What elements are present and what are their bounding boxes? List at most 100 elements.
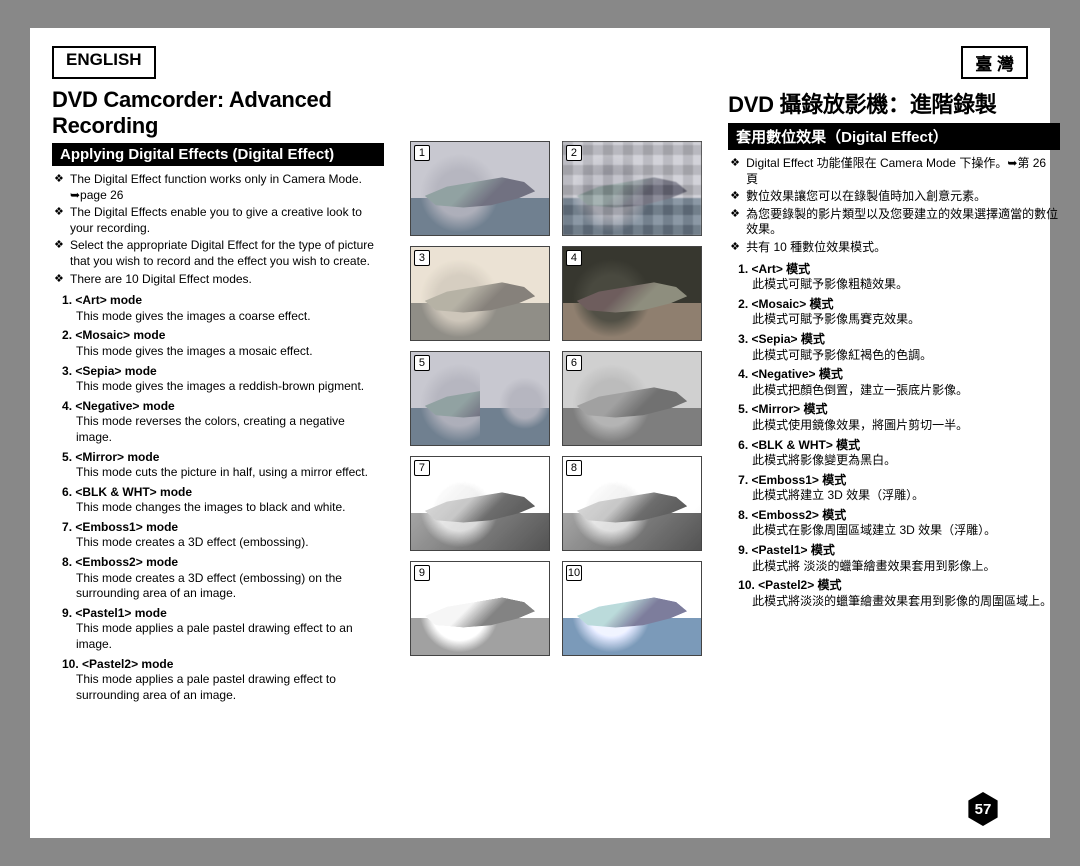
mode-description: This mode creates a 3D effect (embossing…	[62, 571, 384, 602]
mode-description: 此模式將 淡淡的蠟筆繪畫效果套用到影像上。	[738, 559, 1060, 575]
mode-description: This mode creates a 3D effect (embossing…	[62, 535, 384, 551]
dolphin-image	[563, 142, 701, 235]
mode-title: <Emboss2> 模式	[738, 508, 846, 522]
mode-description: This mode applies a pale pastel drawing …	[62, 672, 384, 703]
mode-item: <Art> 模式此模式可賦予影像粗糙效果。	[738, 262, 1060, 293]
lang-english-box: ENGLISH	[52, 46, 156, 79]
mode-description: This mode applies a pale pastel drawing …	[62, 621, 384, 652]
bullet-item: 共有 10 種數位效果模式。	[728, 240, 1060, 256]
mode-title: <Pastel2> mode	[62, 657, 173, 671]
mode-item: <BLK & WHT> modeThis mode changes the im…	[62, 485, 384, 516]
left-section-bar: Applying Digital Effects (Digital Effect…	[52, 143, 384, 166]
mode-item: <Negative> 模式此模式把顏色倒置，建立一張底片影像。	[738, 367, 1060, 398]
left-modes-list: <Art> mode This mode gives the images a c…	[52, 293, 384, 703]
thumbnail-number: 1	[414, 145, 430, 161]
mode-item: <Art> mode This mode gives the images a c…	[62, 293, 384, 324]
dolphin-image	[411, 562, 549, 655]
mode-title: <Mirror> mode	[62, 450, 159, 464]
mode-title: <Art> mode	[62, 293, 142, 307]
mode-item: <Emboss1> 模式此模式將建立 3D 效果（浮雕）。	[738, 473, 1060, 504]
left-bullets: The Digital Effect function works only i…	[52, 172, 384, 287]
bullet-item: There are 10 Digital Effect modes.	[52, 272, 384, 288]
thumbnail-number: 4	[566, 250, 582, 266]
dolphin-image	[563, 352, 701, 445]
thumbnail-number: 5	[414, 355, 430, 371]
bullet-item: 為您要錄製的影片類型以及您要建立的效果選擇適當的數位效果。	[728, 207, 1060, 238]
effect-thumbnail: 8	[562, 456, 702, 551]
dolphin-image	[411, 457, 549, 550]
bullet-item: Select the appropriate Digital Effect fo…	[52, 238, 384, 269]
effect-thumbnail: 1	[410, 141, 550, 236]
bullet-item: 數位效果讓您可以在錄製值時加入創意元素。	[728, 189, 1060, 205]
dolphin-image	[563, 562, 701, 655]
thumbnail-column: 1 2 3 4 5 6 78 9 10	[400, 81, 712, 707]
mode-description: 此模式在影像周圍區域建立 3D 效果（浮雕）。	[738, 523, 1060, 539]
bullet-item: The Digital Effects enable you to give a…	[52, 205, 384, 236]
thumbnail-number: 8	[566, 460, 582, 476]
mode-title: <BLK & WHT> mode	[62, 485, 192, 499]
mode-description: 此模式將淡淡的蠟筆繪畫效果套用到影像的周圍區域上。	[738, 594, 1060, 610]
mode-description: This mode reverses the colors, creating …	[62, 414, 384, 445]
mode-item: <Pastel2> 模式此模式將淡淡的蠟筆繪畫效果套用到影像的周圍區域上。	[738, 578, 1060, 609]
mode-item: <Pastel1> modeThis mode applies a pale p…	[62, 606, 384, 653]
right-section-bar: 套用數位效果（Digital Effect）	[728, 123, 1060, 150]
effect-thumbnail: 3	[410, 246, 550, 341]
effect-thumbnail: 6	[562, 351, 702, 446]
mode-item: <Mosaic> 模式此模式可賦予影像馬賽克效果。	[738, 297, 1060, 328]
mode-title: <Emboss1> mode	[62, 520, 178, 534]
mode-item: <Emboss1> modeThis mode creates a 3D eff…	[62, 520, 384, 551]
mode-title: <Art> 模式	[738, 262, 810, 276]
right-modes-list: <Art> 模式此模式可賦予影像粗糙效果。 <Mosaic> 模式此模式可賦予影像…	[728, 262, 1060, 610]
effect-thumbnail: 2	[562, 141, 702, 236]
mode-description: This mode gives the images a coarse effe…	[62, 309, 384, 325]
mode-item: <Pastel1> 模式此模式將 淡淡的蠟筆繪畫效果套用到影像上。	[738, 543, 1060, 574]
mode-title: <Sepia> 模式	[738, 332, 825, 346]
mode-title: <Negative> mode	[62, 399, 175, 413]
thumbnail-number: 2	[566, 145, 582, 161]
thumbnail-number: 3	[414, 250, 430, 266]
left-title: DVD Camcorder: Advanced Recording	[52, 87, 384, 139]
dolphin-image	[411, 142, 549, 235]
mode-title: <Pastel1> mode	[62, 606, 167, 620]
dolphin-image	[411, 247, 549, 340]
mode-item: <Negative> modeThis mode reverses the co…	[62, 399, 384, 446]
right-bullets: Digital Effect 功能僅限在 Camera Mode 下操作。➥第 …	[728, 156, 1060, 256]
dolphin-image	[411, 352, 549, 445]
mode-title: <Mirror> 模式	[738, 402, 827, 416]
mode-description: This mode gives the images a mosaic effe…	[62, 344, 384, 360]
dolphin-image	[563, 247, 701, 340]
effect-thumbnail: 7	[410, 456, 550, 551]
mode-item: <Sepia> 模式此模式可賦予影像紅褐色的色調。	[738, 332, 1060, 363]
bullet-item: Digital Effect 功能僅限在 Camera Mode 下操作。➥第 …	[728, 156, 1060, 187]
mode-title: <Emboss1> 模式	[738, 473, 846, 487]
mode-title: <Sepia> mode	[62, 364, 157, 378]
manual-page: ENGLISH 臺 灣 DVD Camcorder: Advanced Reco…	[30, 28, 1050, 838]
mode-item: <Mirror> modeThis mode cuts the picture …	[62, 450, 384, 481]
mode-description: 此模式將影像變更為黑白。	[738, 453, 1060, 469]
mode-item: <Mirror> 模式此模式使用鏡像效果，將圖片剪切一半。	[738, 402, 1060, 433]
effect-thumbnail: 9	[410, 561, 550, 656]
mode-description: 此模式可賦予影像馬賽克效果。	[738, 312, 1060, 328]
thumbnail-number: 6	[566, 355, 582, 371]
mode-description: 此模式使用鏡像效果，將圖片剪切一半。	[738, 418, 1060, 434]
bullet-item: The Digital Effect function works only i…	[52, 172, 384, 203]
mode-title: <BLK & WHT> 模式	[738, 438, 860, 452]
mode-description: 此模式將建立 3D 效果（浮雕）。	[738, 488, 1060, 504]
mode-title: <Pastel2> 模式	[738, 578, 841, 592]
mode-item: <Emboss2> 模式此模式在影像周圍區域建立 3D 效果（浮雕）。	[738, 508, 1060, 539]
dolphin-image	[563, 457, 701, 550]
page-number-badge: 57	[966, 792, 1000, 826]
mode-title: <Emboss2> mode	[62, 555, 178, 569]
language-row: ENGLISH 臺 灣	[52, 46, 1028, 79]
mode-item: <Mosaic> modeThis mode gives the images …	[62, 328, 384, 359]
effect-thumbnail: 10	[562, 561, 702, 656]
thumbnail-number: 9	[414, 565, 430, 581]
lang-taiwan-box: 臺 灣	[961, 46, 1028, 79]
right-title: DVD 攝錄放影機：進階錄製	[728, 87, 1060, 119]
mode-item: <BLK & WHT> 模式此模式將影像變更為黑白。	[738, 438, 1060, 469]
thumbnail-number: 10	[566, 565, 582, 581]
right-column: DVD 攝錄放影機：進階錄製 套用數位效果（Digital Effect） Di…	[728, 81, 1060, 707]
mode-description: This mode changes the images to black an…	[62, 500, 384, 516]
effect-thumbnail: 4	[562, 246, 702, 341]
mode-title: <Mosaic> 模式	[738, 297, 833, 311]
